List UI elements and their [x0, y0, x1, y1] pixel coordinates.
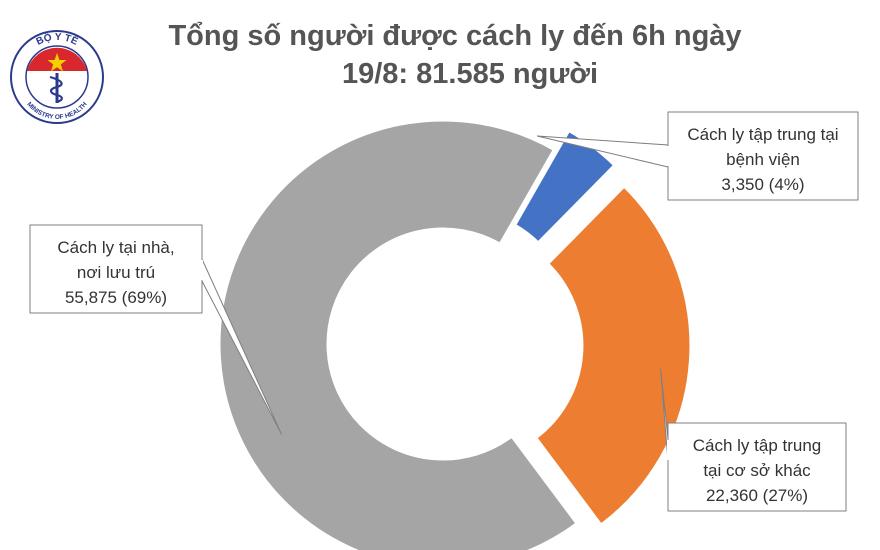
callout-line-facility-2: 22,360 (27%)	[706, 486, 808, 505]
callout-label-hospital: Cách ly tập trung tại bệnh viện 3,350 (4%)	[687, 125, 838, 194]
title-line-1: Tổng số người được cách ly đến 6h ngày	[168, 20, 741, 52]
callout-box-facility	[667, 422, 847, 512]
title-line-2: 19/8: 81.585 người	[342, 58, 598, 90]
callout-line-home-1: nơi lưu trú	[77, 263, 155, 282]
callout-line-home-2: 55,875 (69%)	[65, 288, 167, 307]
callout-line-hospital-1: bệnh viện	[726, 150, 800, 169]
callout-line-hospital-0: Cách ly tập trung tại	[687, 125, 838, 144]
callout-label-facility: Cách ly tập trung tại cơ sở khác 22,360 (2…	[693, 436, 822, 505]
logo-top-text: BỘ Y TẾ	[35, 30, 81, 48]
star-icon	[47, 53, 67, 72]
callout-line-home-0: Cách ly tại nhà,	[57, 238, 174, 257]
slice-home	[217, 118, 580, 550]
callout-box-home	[29, 224, 203, 314]
callouts: Cách ly tập trung tại bệnh viện 3,350 (4%)…	[29, 111, 859, 512]
callout-line-facility-0: Cách ly tập trung	[693, 436, 822, 455]
donut-slices	[217, 118, 693, 550]
chart-title: Tổng số người được cách ly đến 6h ngày 1…	[168, 20, 741, 90]
callout-line-facility-1: tại cơ sở khác	[703, 461, 811, 480]
ministry-of-health-logo: BỘ Y TẾ MINISTRY OF HEALTH	[10, 30, 104, 124]
serpent-icon	[49, 75, 63, 104]
callout-line-hospital-2: 3,350 (4%)	[721, 175, 804, 194]
slice-facility	[533, 183, 693, 528]
callout-label-home: Cách ly tại nhà, nơi lưu trú 55,875 (69%)	[57, 238, 174, 307]
callout-box-hospital	[667, 111, 859, 201]
